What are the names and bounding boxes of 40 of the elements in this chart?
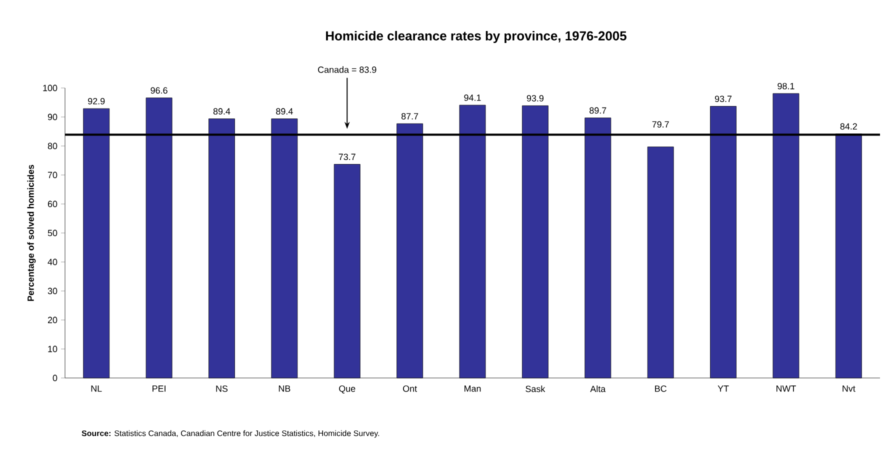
x-tick-label: Ont	[403, 386, 417, 392]
x-tick-label: BC	[655, 386, 666, 392]
y-tick-label: 30	[48, 288, 58, 294]
y-tick-label: 20	[48, 316, 58, 324]
x-tick-label: Man	[464, 386, 481, 392]
data-label: 84.2	[840, 123, 857, 130]
x-tick-label: Alta	[590, 386, 606, 392]
data-label: 96.6	[150, 87, 168, 94]
data-label: 98.1	[778, 82, 794, 90]
data-label: 89.4	[213, 108, 230, 115]
x-tick-label: NS	[216, 386, 228, 392]
ref-line-label: Canada = 83.9	[318, 66, 376, 73]
x-tick-label: Sask	[526, 386, 546, 392]
x-tick-label: PEI	[152, 386, 166, 392]
data-label: 92.9	[88, 98, 105, 104]
data-label: 73.7	[338, 154, 356, 160]
y-axis-title: Percentage of solved homicides	[27, 164, 36, 301]
y-tick-label: 60	[48, 200, 58, 208]
data-label: 94.1	[464, 94, 481, 101]
data-label: 87.7	[401, 113, 418, 120]
x-tick-label: NWT	[776, 386, 796, 392]
y-tick-label: 0	[52, 374, 58, 382]
x-tick-label: NB	[278, 386, 290, 392]
data-label: 89.7	[590, 107, 606, 114]
chart-title: Homicide clearance rates by province, 1976-2005	[326, 30, 626, 44]
x-tick-label: NL	[91, 386, 102, 392]
y-tick-label: 40	[48, 258, 58, 266]
x-tick-label: Que	[339, 386, 356, 394]
data-label: 79.7	[652, 121, 669, 128]
y-tick-label: 100	[43, 84, 58, 92]
y-tick-label: 80	[48, 142, 58, 150]
x-tick-label: Nvt	[842, 386, 856, 392]
y-tick-label: 70	[48, 172, 58, 178]
y-tick-label: 90	[48, 114, 58, 120]
data-label: 93.7	[714, 96, 732, 102]
data-label: 93.9	[526, 95, 544, 102]
data-label: 89.4	[276, 108, 293, 115]
y-tick-label: 50	[48, 230, 58, 236]
x-tick-label: YT	[718, 386, 729, 392]
y-tick-label: 10	[48, 346, 58, 352]
